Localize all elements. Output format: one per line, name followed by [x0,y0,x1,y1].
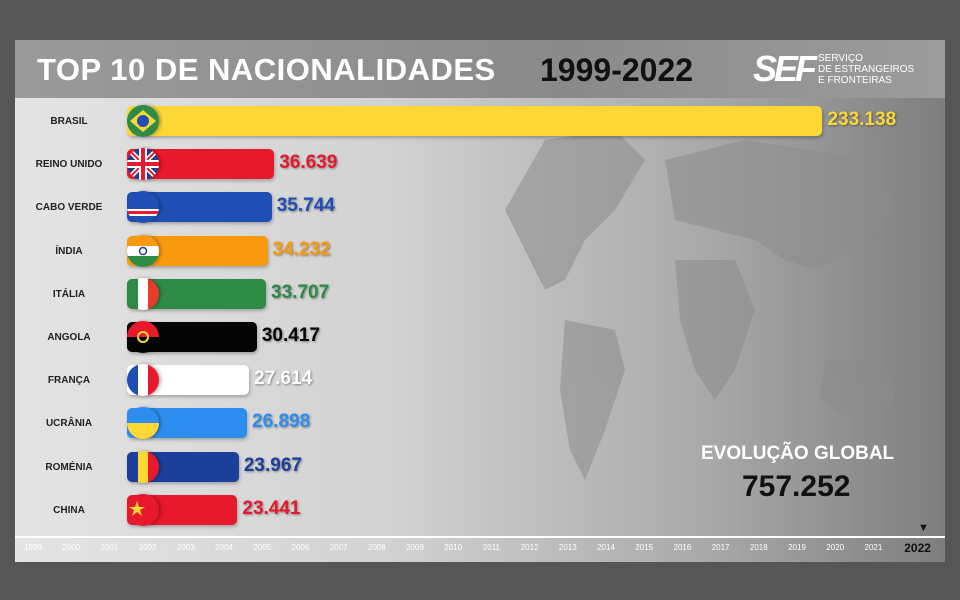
world-map [505,130,895,480]
bar-label-france: FRANÇA [47,375,91,387]
logo-line: E FRONTEIRAS [818,74,892,86]
value-label-cape-verde: 35.744 [276,195,335,217]
timeline-tick: 2007 [329,543,348,552]
value-label-italy: 33.707 [271,281,330,303]
global-value: 757.252 [742,470,851,503]
timeline-tick: 2016 [673,543,692,552]
brazil-flag-icon [127,105,159,137]
logo-line: DE ESTRANGEIROS [818,63,915,75]
value-label-angola: 30.417 [261,325,320,346]
chart-title: TOP 10 DE NACIONALIDADES [37,52,496,87]
ukraine-flag-icon [127,407,159,440]
bar-brazil [127,106,823,136]
bar-label-italy: ITÁLIA [52,288,86,300]
bar-label-brazil: BRASIL [50,116,88,127]
bar-label-cape-verde: CABO VERDE [35,202,103,214]
bar-label-ukraine: UCRÂNIA [45,418,93,430]
sef-logo: SEF SERVIÇO DE ESTRANGEIROS E FRONTEIRAS [753,48,914,90]
value-label-india: 34.232 [272,238,331,260]
timeline-tick: 2003 [176,543,195,552]
logo-line: SERVIÇO [818,52,863,64]
timeline-tick: 2014 [597,543,615,552]
value-label-uk: 36.639 [279,152,338,174]
romania-flag-icon [127,450,159,483]
timeline-tick: 2015 [635,543,654,552]
bar-label-angola: ANGOLA [47,332,91,343]
value-label-brazil: 233.138 [827,109,897,130]
timeline-tick: 2002 [138,543,157,552]
timeline-tick: 2011 [482,543,500,552]
angola-flag-icon [127,321,159,353]
value-label-ukraine: 26.898 [252,411,311,433]
timeline-tick: 2004 [215,543,233,552]
timeline-tick: 2008 [367,543,386,552]
bar-label-india: ÍNDIA [55,245,83,257]
timeline-axis [15,536,945,538]
timeline-tick: 2010 [444,543,463,552]
value-label-romania: 23.967 [243,454,302,476]
uk-flag-icon [127,148,159,181]
italy-flag-icon [127,277,159,310]
india-flag-icon [127,234,159,267]
france-flag-icon [127,364,159,397]
timeline-tick: 2013 [558,543,577,552]
header: TOP 10 DE NACIONALIDADES 1999-2022 SEF S… [15,40,945,98]
bar-label-china: CHINA [53,504,85,516]
timeline-tick: 2012 [520,543,539,552]
global-label: EVOLUÇÃO GLOBAL [701,443,895,464]
chart-panel: TOP 10 DE NACIONALIDADES 1999-2022 SEF S… [15,40,945,562]
timeline-tick: 2017 [711,543,730,552]
bar-label-romania: ROMÉNIA [45,461,93,473]
cape-verde-flag-icon [127,191,159,224]
timeline-tick: 2001 [100,543,119,552]
bar-label-uk: REINO UNIDO [35,159,103,171]
timeline-tick: 1999 [24,543,42,552]
timeline-tick: 2018 [749,543,768,552]
timeline-tick: 2000 [62,543,81,552]
logo-mark: SEF [753,48,817,89]
timeline-tick: 2009 [406,543,424,552]
value-label-france: 27.614 [254,368,313,390]
china-flag-icon [127,493,159,526]
year-range: 1999-2022 [540,52,694,88]
timeline-tick: 2006 [291,543,310,552]
timeline-marker-icon: ▼ [918,522,929,534]
timeline-tick: 2022 [904,541,931,555]
timeline-tick: 2020 [826,543,845,552]
timeline-tick: 2021 [864,543,883,552]
timeline-tick: 2005 [253,543,272,552]
timeline-tick: 2019 [788,543,806,552]
value-label-china: 23.441 [242,497,301,519]
